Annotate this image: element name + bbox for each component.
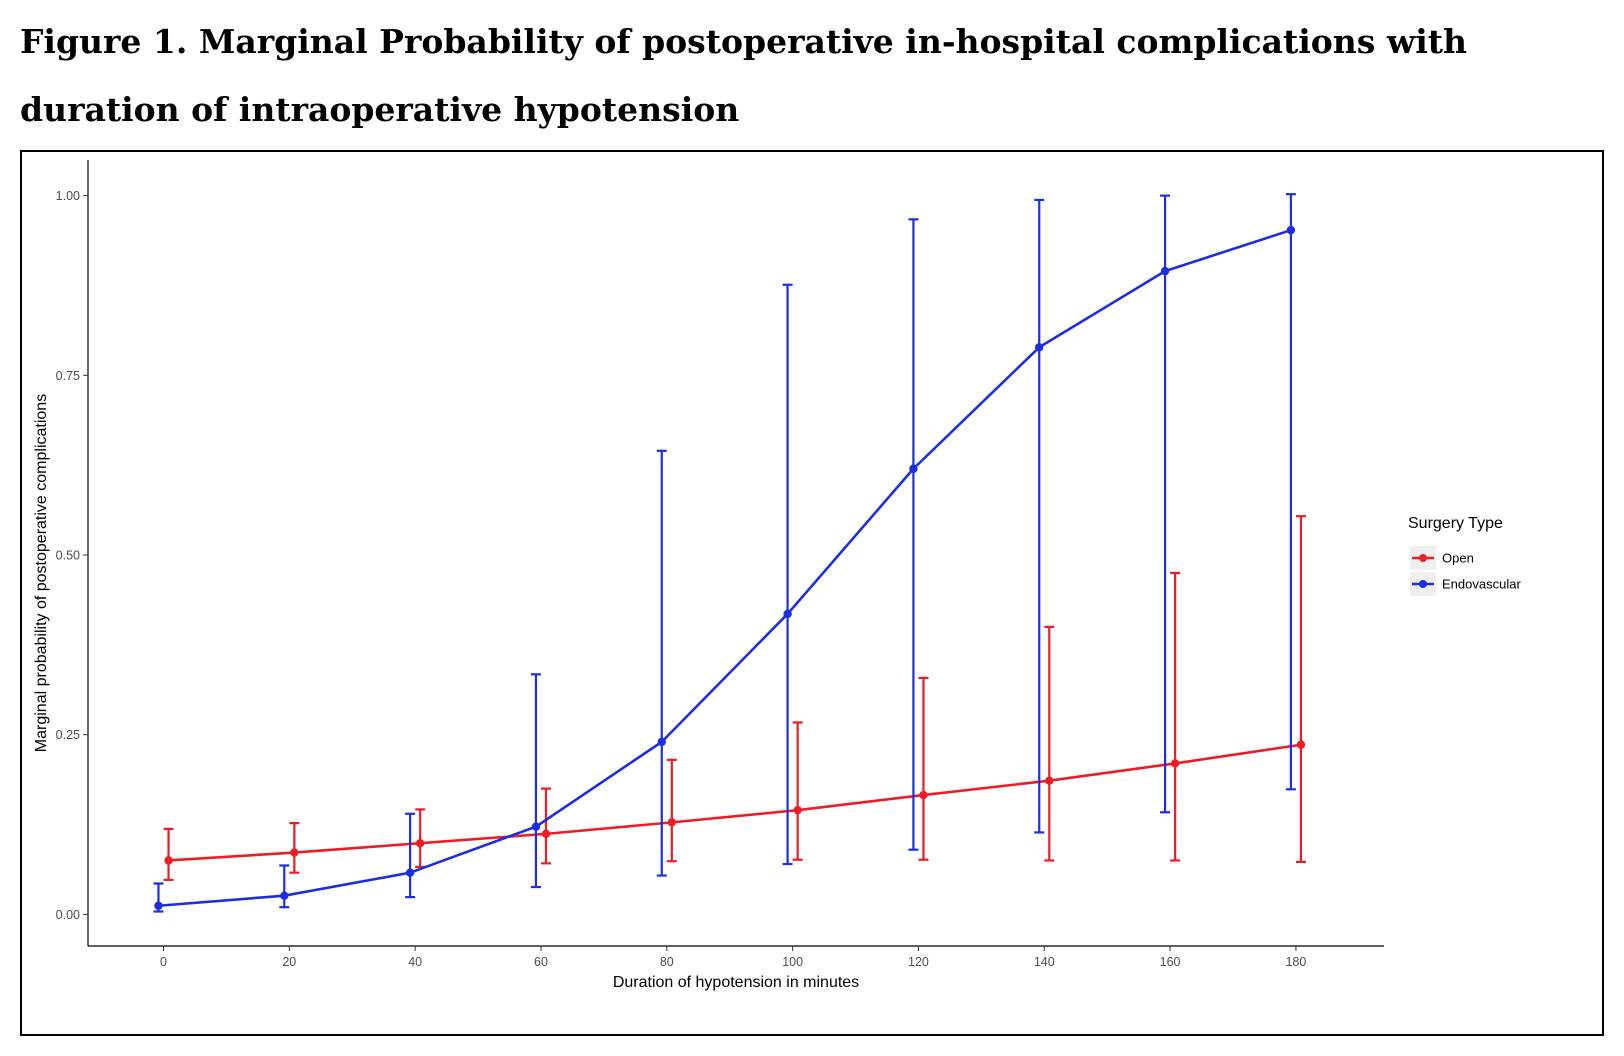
data-point bbox=[1170, 759, 1180, 768]
error-bar bbox=[666, 758, 677, 863]
data-point bbox=[531, 822, 541, 831]
series-layer bbox=[153, 193, 1306, 913]
data-point bbox=[541, 829, 551, 839]
legend-key-point bbox=[1419, 554, 1427, 562]
error-bar bbox=[530, 673, 541, 889]
y-axis-ticks: 0.00 0.25 0.50 0.75 1.00 bbox=[56, 189, 88, 922]
x-tick-label: 60 bbox=[534, 955, 548, 969]
data-point bbox=[783, 609, 792, 619]
legend-label: Endovascular bbox=[1442, 577, 1521, 592]
y-tick-label: 0.00 bbox=[56, 908, 80, 922]
error-bar bbox=[1285, 193, 1296, 791]
data-point bbox=[290, 848, 299, 857]
error-bar bbox=[279, 864, 290, 909]
data-point bbox=[1286, 225, 1296, 235]
x-axis-ticks: 0 20 40 60 80 100 120 140 160 180 bbox=[160, 946, 1306, 969]
data-point bbox=[405, 868, 415, 877]
legend-label: Open bbox=[1442, 551, 1474, 566]
x-tick-label: 20 bbox=[282, 955, 296, 969]
error-bar bbox=[541, 787, 552, 865]
error-bar bbox=[1170, 571, 1181, 862]
error-bar bbox=[415, 808, 426, 869]
error-bar bbox=[782, 283, 793, 866]
legend-title: Surgery Type bbox=[1408, 515, 1503, 532]
data-point bbox=[919, 790, 928, 800]
y-tick-label: 0.25 bbox=[56, 728, 80, 742]
legend-key-point bbox=[1419, 580, 1427, 588]
x-tick-label: 80 bbox=[660, 955, 674, 969]
data-point bbox=[909, 464, 918, 473]
error-bar bbox=[656, 449, 667, 877]
x-tick-label: 140 bbox=[1034, 955, 1055, 969]
data-point bbox=[1045, 776, 1054, 785]
error-bar bbox=[792, 721, 803, 861]
x-tick-label: 120 bbox=[908, 955, 929, 969]
x-tick-label: 100 bbox=[782, 955, 803, 969]
x-tick-label: 40 bbox=[408, 955, 422, 969]
data-point bbox=[657, 737, 666, 747]
series-line bbox=[168, 743, 1302, 862]
error-bar bbox=[405, 812, 416, 899]
data-point bbox=[164, 856, 173, 865]
legend-item-open: Open bbox=[1410, 546, 1474, 570]
data-point bbox=[280, 891, 289, 900]
data-point bbox=[793, 805, 802, 815]
marginal-probability-chart: 0.00 0.25 0.50 0.75 1.00 0 20 40 60 80 100 120 140 1… bbox=[33, 160, 1521, 991]
data-point bbox=[1296, 740, 1306, 749]
legend: Surgery Type Open Endovascular bbox=[1408, 515, 1521, 596]
error-bar bbox=[1160, 194, 1171, 814]
legend-items: Open Endovascular bbox=[1410, 546, 1521, 596]
data-point bbox=[667, 818, 677, 827]
series-endovascular bbox=[153, 193, 1296, 913]
figure-title: Figure 1. Marginal Probability of postop… bbox=[20, 22, 1468, 129]
error-bar bbox=[289, 821, 300, 874]
error-bar bbox=[908, 218, 919, 851]
series-open bbox=[163, 515, 1306, 881]
error-bar bbox=[918, 676, 929, 861]
y-axis-title: Marginal probability of postoperative co… bbox=[33, 394, 50, 752]
x-tick-label: 160 bbox=[1160, 955, 1181, 969]
chart-frame: 0.00 0.25 0.50 0.75 1.00 0 20 40 60 80 100 120 140 1… bbox=[20, 150, 1604, 1036]
error-bar bbox=[163, 827, 174, 881]
x-tick-label: 180 bbox=[1285, 955, 1306, 969]
x-tick-label: 0 bbox=[160, 955, 167, 969]
error-bar bbox=[1034, 198, 1045, 834]
error-bar bbox=[1044, 625, 1055, 862]
y-tick-label: 1.00 bbox=[56, 189, 80, 203]
legend-item-endovascular: Endovascular bbox=[1410, 572, 1521, 596]
error-bar bbox=[1295, 515, 1306, 864]
y-tick-label: 0.50 bbox=[56, 549, 80, 563]
x-axis-title: Duration of hypotension in minutes bbox=[613, 974, 859, 991]
data-point bbox=[415, 839, 425, 848]
series-line bbox=[158, 228, 1292, 908]
y-tick-label: 0.75 bbox=[56, 369, 80, 383]
data-point bbox=[1160, 266, 1170, 276]
data-point bbox=[154, 901, 163, 910]
data-point bbox=[1035, 343, 1044, 352]
